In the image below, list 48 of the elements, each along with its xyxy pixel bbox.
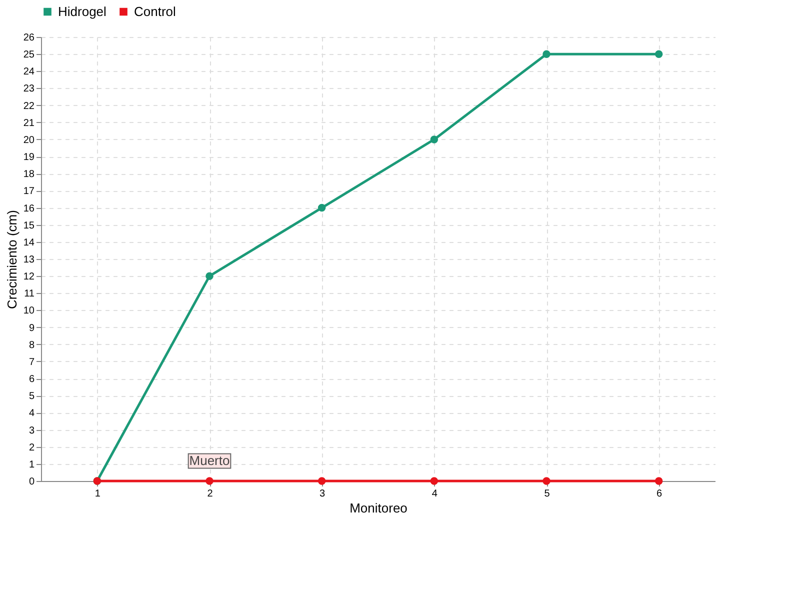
point [654, 50, 663, 58]
point [542, 50, 550, 58]
y-tick-label: 13 [23, 254, 35, 266]
y-tick-label: 26 [23, 32, 35, 44]
y-tick-label: 8 [28, 340, 35, 351]
y-tick-label: 22 [23, 100, 35, 112]
y-tick-label: 16 [23, 203, 35, 214]
y-tick-label: 11 [24, 288, 35, 300]
point [206, 477, 214, 485]
y-tick-label: 9 [28, 322, 35, 334]
x-tick-label: 6 [656, 488, 663, 500]
point [430, 477, 438, 485]
x-tick-label: 2 [207, 488, 214, 500]
x-tick-label: 3 [320, 488, 326, 500]
y-tick-label: 7 [28, 356, 35, 368]
y-tick-label: 15 [23, 220, 35, 232]
y-tick-label: 20 [23, 134, 35, 146]
y-tick-label: 14 [23, 237, 35, 248]
y-tick-label: 18 [23, 169, 35, 180]
point [542, 477, 550, 485]
x-tick-label: 5 [544, 488, 550, 500]
y-tick-label: 17 [23, 186, 35, 198]
y-tick-label: 6 [28, 374, 35, 386]
point [206, 272, 214, 280]
x-tick-label: 4 [432, 488, 438, 500]
y-tick-label: 24 [23, 66, 35, 78]
y-tick-label: 0 [28, 476, 35, 488]
y-tick-label: 23 [23, 84, 35, 95]
y-tick-label: 25 [23, 50, 35, 61]
y-tick-label: 3 [28, 425, 35, 436]
point [430, 136, 438, 144]
y-tick-label: 4 [28, 408, 35, 420]
annotation: Muerto [189, 453, 230, 468]
legend-label: Control [134, 4, 176, 19]
x-axis-title: Monitoreo [350, 500, 408, 516]
y-axis-title: Crecimiento (cm) [4, 210, 20, 309]
x-tick-label: 1 [94, 488, 101, 500]
point [318, 477, 326, 485]
point [654, 477, 663, 485]
y-tick-label: 1 [28, 459, 35, 470]
y-tick-label: 12 [23, 272, 35, 283]
y-tick-label: 2 [28, 442, 35, 454]
y-tick-label: 21 [23, 118, 35, 129]
y-tick-label: 5 [28, 391, 35, 402]
y-tick-label: 10 [23, 306, 35, 317]
legend-label: Hidrogel [58, 4, 107, 19]
point [318, 204, 326, 212]
y-tick-label: 19 [23, 152, 35, 164]
